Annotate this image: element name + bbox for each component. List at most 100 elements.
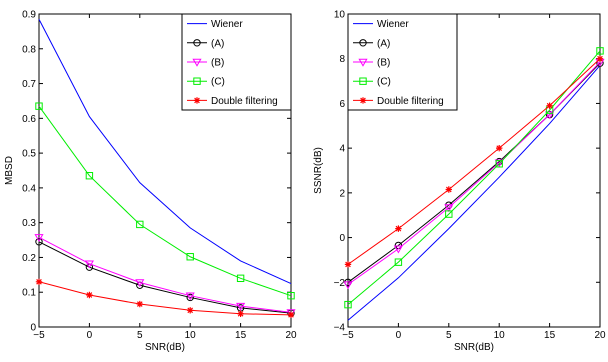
y-tick-label: 0.7	[22, 79, 36, 90]
data-point	[136, 220, 144, 229]
data-point	[496, 144, 503, 152]
legend-label: Wiener	[377, 19, 409, 30]
plot-area-frame	[347, 13, 601, 328]
y-tick-label: 0.8	[22, 44, 36, 55]
data-point	[34, 234, 44, 242]
legend-marker	[359, 97, 367, 104]
data-point	[85, 172, 94, 180]
data-point	[494, 159, 504, 168]
legend-label: (B)	[377, 58, 390, 69]
plot-area-frame	[38, 13, 292, 328]
x-tick-label: −5	[33, 330, 45, 341]
series-line	[38, 241, 292, 314]
data-point	[187, 307, 194, 314]
data-point	[395, 225, 402, 232]
legend-label: (A)	[211, 38, 224, 49]
legend-label: (A)	[377, 38, 390, 49]
series-b	[34, 234, 296, 318]
data-point	[287, 292, 295, 300]
y-tick-label: 0	[339, 233, 345, 244]
data-point	[344, 261, 352, 268]
y-tick-label: 2	[339, 188, 345, 199]
legend-marker	[193, 77, 201, 85]
legend-entry-b: (B)	[187, 58, 224, 69]
y-tick-label: 4	[339, 144, 345, 155]
x-tick-label: 10	[494, 330, 506, 341]
series-line	[38, 18, 292, 284]
legend-entry-c: (C)	[187, 77, 225, 88]
y-tick-label: 0.1	[22, 288, 36, 299]
legend-marker	[192, 58, 202, 67]
data-point	[596, 47, 604, 55]
legend-entry-b: (B)	[353, 58, 390, 69]
legend: Wiener (A) (B) (C) Double filtering	[181, 13, 292, 111]
series-a	[35, 238, 295, 317]
legend-label: (C)	[377, 77, 391, 88]
legend-marker	[359, 39, 367, 47]
series-line	[347, 58, 601, 265]
x-axis-label: SNR(dB)	[454, 342, 494, 353]
x-tick-label: 0	[396, 330, 402, 341]
data-point	[393, 245, 403, 254]
x-tick-label: 0	[87, 330, 93, 341]
data-point	[135, 279, 145, 288]
series-double-filtering	[344, 55, 604, 268]
legend-marker	[359, 77, 367, 85]
series-line	[38, 105, 292, 297]
data-point	[287, 311, 295, 319]
x-tick-label: 15	[544, 330, 556, 341]
x-tick-label: 15	[235, 330, 247, 341]
data-point	[546, 102, 553, 109]
data-point	[444, 204, 454, 213]
legend-entry-double-filtering: Double filtering	[353, 96, 444, 107]
legend-entry-wiener: Wiener	[187, 19, 243, 30]
legend-marker	[193, 39, 201, 47]
y-tick-label: 0	[30, 323, 36, 334]
legend-label: (B)	[211, 58, 224, 69]
data-point	[35, 278, 43, 285]
y-tick-label: 0.5	[22, 149, 36, 160]
y-tick-label: 0.9	[22, 10, 36, 21]
data-point	[343, 281, 353, 290]
series-line	[347, 65, 601, 321]
x-tick-label: 10	[185, 330, 197, 341]
data-point	[136, 300, 143, 308]
legend-label: Double filtering	[377, 96, 444, 107]
series-double-filtering	[35, 278, 295, 319]
data-point	[545, 111, 555, 120]
y-tick-label: 0.2	[22, 253, 36, 264]
x-tick-label: −5	[342, 330, 354, 341]
data-point	[86, 291, 93, 299]
legend-entry-wiener: Wiener	[353, 19, 409, 30]
legend-entry-double-filtering: Double filtering	[187, 96, 278, 107]
legend-label: (C)	[211, 77, 225, 88]
legend-entry-c: (C)	[353, 77, 391, 88]
x-tick-label: 20	[285, 330, 297, 341]
data-point	[445, 210, 453, 218]
data-point	[236, 302, 246, 311]
x-tick-label: 20	[594, 330, 606, 341]
data-point	[185, 292, 195, 301]
x-tick-label: 5	[446, 330, 452, 341]
legend-entry-a: (A)	[187, 38, 224, 49]
series-line	[347, 50, 601, 306]
data-point	[445, 186, 452, 193]
y-axis-label: SSNR(dB)	[313, 147, 324, 194]
x-axis-label: SNR(dB)	[145, 342, 185, 353]
y-tick-label: 8	[339, 54, 345, 65]
series-wiener	[347, 65, 601, 321]
legend-marker	[193, 97, 201, 104]
data-point	[186, 293, 194, 302]
legend-entry-a: (A)	[353, 38, 390, 49]
y-tick-label: 0.4	[22, 183, 36, 194]
y-tick-label: 10	[334, 10, 346, 21]
x-tick-label: 5	[137, 330, 143, 341]
data-point	[35, 102, 43, 110]
series-wiener	[38, 18, 292, 284]
series-c	[35, 102, 295, 300]
series-line	[38, 281, 292, 316]
y-tick-label: −2	[334, 278, 346, 289]
data-point	[495, 160, 503, 168]
legend-label: Wiener	[211, 19, 243, 30]
